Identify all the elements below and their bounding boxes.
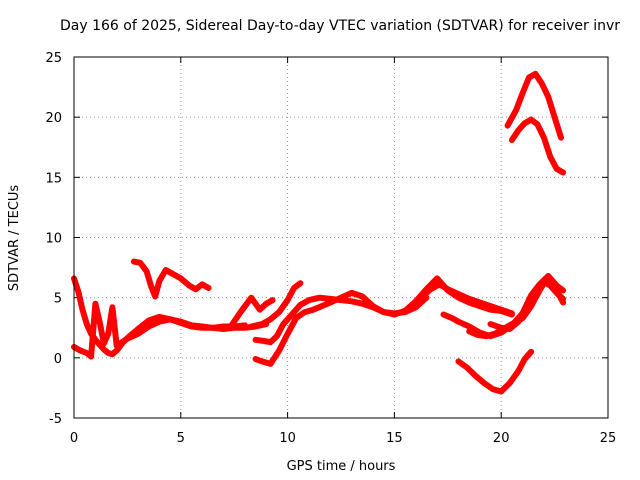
y-tick-label: 15 [45,171,62,186]
series-markers-s12 [457,350,533,393]
series-markers-s14 [510,118,565,174]
series-markers-s3 [132,260,210,298]
series-markers-s8 [419,283,513,315]
x-tick-label: 25 [600,431,617,446]
grid [74,57,608,418]
series-line-s3 [130,258,212,300]
series-markers-s13 [506,72,562,139]
y-axis-label: SDTVAR / TECUs [7,185,22,292]
series-markers-s11 [489,281,565,330]
y-tick-label: 0 [54,352,62,367]
x-tick-label: 10 [279,431,296,446]
series-markers-s2 [73,302,268,358]
series-markers-s7 [254,277,513,365]
x-tick-label: 15 [386,431,403,446]
y-tick-label: 5 [54,292,62,307]
chart-title: Day 166 of 2025, Sidereal Day-to-day VTE… [60,18,620,34]
x-tick-label: 20 [493,431,510,446]
y-tick-label: -5 [49,412,62,427]
y-tick-label: 10 [45,232,62,247]
axis-ticks: 0 5 10 15 20 25 -5 0 5 10 15 20 25 [45,51,616,446]
y-tick-label: 25 [45,51,62,66]
x-axis-label: GPS time / hours [287,459,396,474]
series-line-s13 [504,70,564,141]
y-tick-label: 20 [45,111,62,126]
x-tick-label: 5 [177,431,185,446]
data-traces [71,70,567,395]
x-tick-label: 0 [70,431,78,446]
plot-frame [73,56,609,419]
series-markers-s4 [228,296,274,329]
series-markers-s5 [250,282,302,328]
